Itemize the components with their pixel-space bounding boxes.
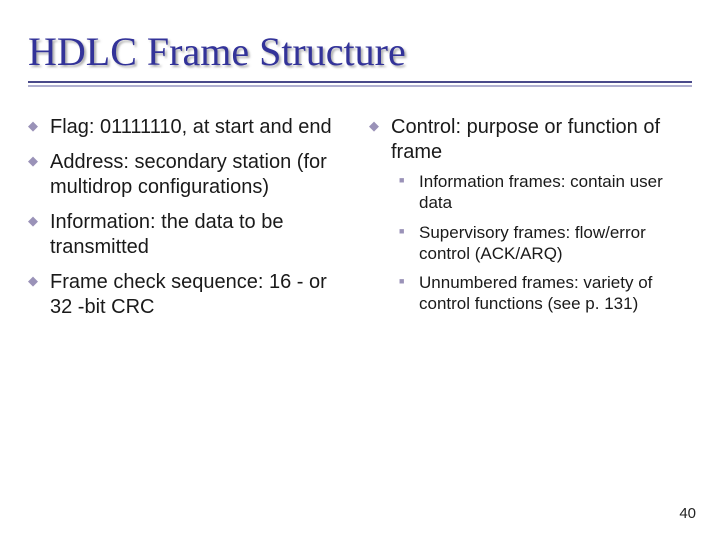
underline-bottom (28, 85, 692, 87)
right-column: Control: purpose or function of frame In… (369, 115, 692, 330)
sub-bullet-list: Information frames: contain user data Su… (399, 171, 692, 315)
underline-top (28, 81, 692, 83)
left-bullet-list: Flag: 01111110, at start and end Address… (28, 115, 351, 320)
slide-title: HDLC Frame Structure (28, 28, 692, 75)
title-underline (28, 81, 692, 87)
slide: HDLC Frame Structure Flag: 01111110, at … (0, 0, 720, 540)
list-item: Information: the data to be transmitted (28, 210, 351, 260)
sub-list-item: Unnumbered frames: variety of control fu… (399, 272, 692, 315)
sub-item-text: nnumbered frames: variety of control fun… (419, 273, 652, 313)
list-item: Flag: 01111110, at start and end (28, 115, 351, 140)
list-item: Frame check sequence: 16 - or 32 -bit CR… (28, 270, 351, 320)
left-column: Flag: 01111110, at start and end Address… (28, 115, 351, 330)
sub-item-accent: U (419, 273, 431, 292)
list-item-text: Control: purpose or function of frame (391, 116, 660, 163)
sub-item-text: upervisory frames: flow/error control (A… (419, 223, 646, 263)
list-item: Control: purpose or function of frame In… (369, 115, 692, 315)
page-number: 40 (679, 505, 696, 522)
sub-item-text: nformation frames: contain user data (419, 172, 663, 212)
sub-list-item: Information frames: contain user data (399, 171, 692, 214)
list-item: Address: secondary station (for multidro… (28, 150, 351, 200)
sub-list-item: Supervisory frames: flow/error control (… (399, 222, 692, 265)
sub-item-accent: S (419, 223, 430, 242)
content-columns: Flag: 01111110, at start and end Address… (28, 115, 692, 330)
right-bullet-list: Control: purpose or function of frame In… (369, 115, 692, 315)
